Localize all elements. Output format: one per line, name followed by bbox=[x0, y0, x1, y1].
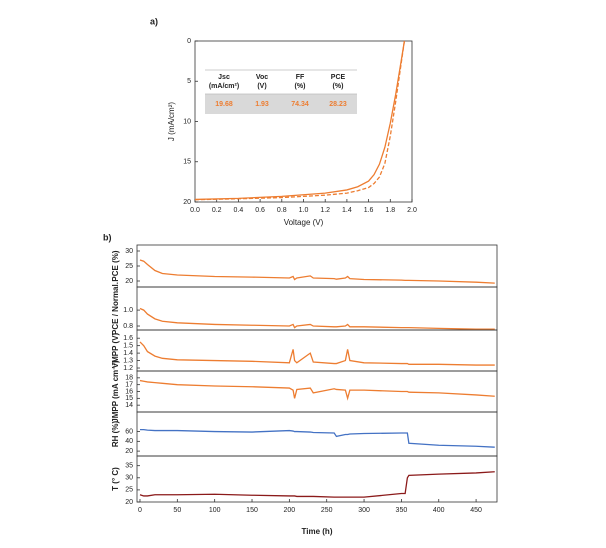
y-tick-label: 10 bbox=[183, 118, 191, 125]
data-line bbox=[194, 40, 406, 201]
x-tick-label: 1.8 bbox=[385, 207, 395, 214]
y-tick-label: 30 bbox=[125, 475, 133, 482]
table-row-bg bbox=[205, 94, 357, 114]
plot-frame bbox=[136, 455, 498, 503]
data-line bbox=[139, 307, 495, 330]
y-axis-title: JMPP (mA cm⁻²) bbox=[111, 360, 120, 423]
y-tick-label: 30 bbox=[125, 248, 133, 255]
y-tick-label: 0 bbox=[187, 38, 191, 45]
y-axis-title: PCE (%) bbox=[111, 250, 120, 281]
y-tick-label: 1.4 bbox=[123, 350, 133, 357]
x-tick-label: 50 bbox=[173, 507, 181, 514]
panel-label: b) bbox=[103, 232, 112, 242]
data-line bbox=[139, 259, 495, 284]
y-tick-label: 20 bbox=[183, 199, 191, 206]
table-header: (%) bbox=[295, 83, 306, 90]
y-tick-label: 17 bbox=[125, 382, 133, 389]
data-line bbox=[139, 428, 495, 448]
x-tick-label: 1.6 bbox=[364, 207, 374, 214]
x-tick-label: 450 bbox=[470, 507, 482, 514]
x-tick-label: 400 bbox=[433, 507, 445, 514]
y-tick-label: 14 bbox=[125, 402, 133, 409]
x-tick-label: 2.0 bbox=[407, 207, 417, 214]
y-tick-label: 25 bbox=[125, 487, 133, 494]
table-cell: 19.68 bbox=[215, 101, 233, 108]
plot-frame bbox=[136, 411, 498, 457]
y-tick-label: 1.2 bbox=[123, 365, 133, 372]
y-axis-title: VMPP (V) bbox=[111, 332, 120, 368]
x-tick-label: 0.0 bbox=[190, 207, 200, 214]
y-tick-label: 15 bbox=[125, 395, 133, 402]
table-header: FF bbox=[296, 74, 305, 81]
x-axis-title: Time (h) bbox=[302, 527, 333, 536]
x-tick-label: 100 bbox=[209, 507, 221, 514]
y-tick-label: 1.5 bbox=[123, 342, 133, 349]
y-tick-label: 1.3 bbox=[123, 357, 133, 364]
x-tick-label: 250 bbox=[321, 507, 333, 514]
y-tick-label: 20 bbox=[125, 499, 133, 506]
x-tick-label: 0.2 bbox=[212, 207, 222, 214]
table-cell: 1.93 bbox=[255, 101, 269, 108]
y-tick-label: 0.8 bbox=[123, 323, 133, 330]
y-tick-label: 15 bbox=[183, 159, 191, 166]
x-tick-label: 350 bbox=[396, 507, 408, 514]
table-cell: 28.23 bbox=[329, 101, 347, 108]
x-tick-label: 0.6 bbox=[255, 207, 265, 214]
y-tick-label: 16 bbox=[125, 388, 133, 395]
table-header: (mA/cm²) bbox=[209, 83, 239, 90]
x-tick-label: 0 bbox=[138, 507, 142, 514]
y-axis-title: J (mA/cm²) bbox=[167, 102, 176, 141]
x-tick-label: 0.8 bbox=[277, 207, 287, 214]
table-cell: 74.34 bbox=[291, 101, 309, 108]
y-tick-label: 60 bbox=[125, 428, 133, 435]
table-header: Jsc bbox=[218, 74, 230, 81]
data-line bbox=[139, 341, 495, 366]
y-tick-label: 20 bbox=[125, 278, 133, 285]
x-tick-label: 150 bbox=[246, 507, 258, 514]
y-axis-title: RH (%) bbox=[111, 421, 120, 448]
y-tick-label: 35 bbox=[125, 463, 133, 470]
table-header: PCE bbox=[331, 74, 346, 81]
x-tick-label: 1.2 bbox=[320, 207, 330, 214]
y-tick-label: 40 bbox=[125, 438, 133, 445]
y-tick-label: 5 bbox=[187, 78, 191, 85]
y-axis-title: PCE / Normal. bbox=[111, 282, 120, 335]
x-axis-title: Voltage (V) bbox=[284, 218, 324, 227]
y-tick-label: 18 bbox=[125, 375, 133, 382]
y-tick-label: 1.0 bbox=[123, 307, 133, 314]
table-header: (V) bbox=[257, 83, 266, 90]
table-header: Voc bbox=[256, 74, 268, 81]
x-tick-label: 1.4 bbox=[342, 207, 352, 214]
y-axis-title: T (° C) bbox=[111, 467, 120, 491]
table-header: (%) bbox=[333, 83, 344, 90]
y-tick-label: 20 bbox=[125, 448, 133, 455]
x-tick-label: 300 bbox=[358, 507, 370, 514]
y-tick-label: 1.6 bbox=[123, 335, 133, 342]
x-tick-label: 1.0 bbox=[299, 207, 309, 214]
x-tick-label: 200 bbox=[284, 507, 296, 514]
panel-label: a) bbox=[150, 16, 158, 26]
x-tick-label: 0.4 bbox=[234, 207, 244, 214]
data-line bbox=[139, 379, 495, 401]
data-line bbox=[194, 40, 406, 201]
y-tick-label: 25 bbox=[125, 263, 133, 270]
data-line bbox=[139, 471, 495, 498]
